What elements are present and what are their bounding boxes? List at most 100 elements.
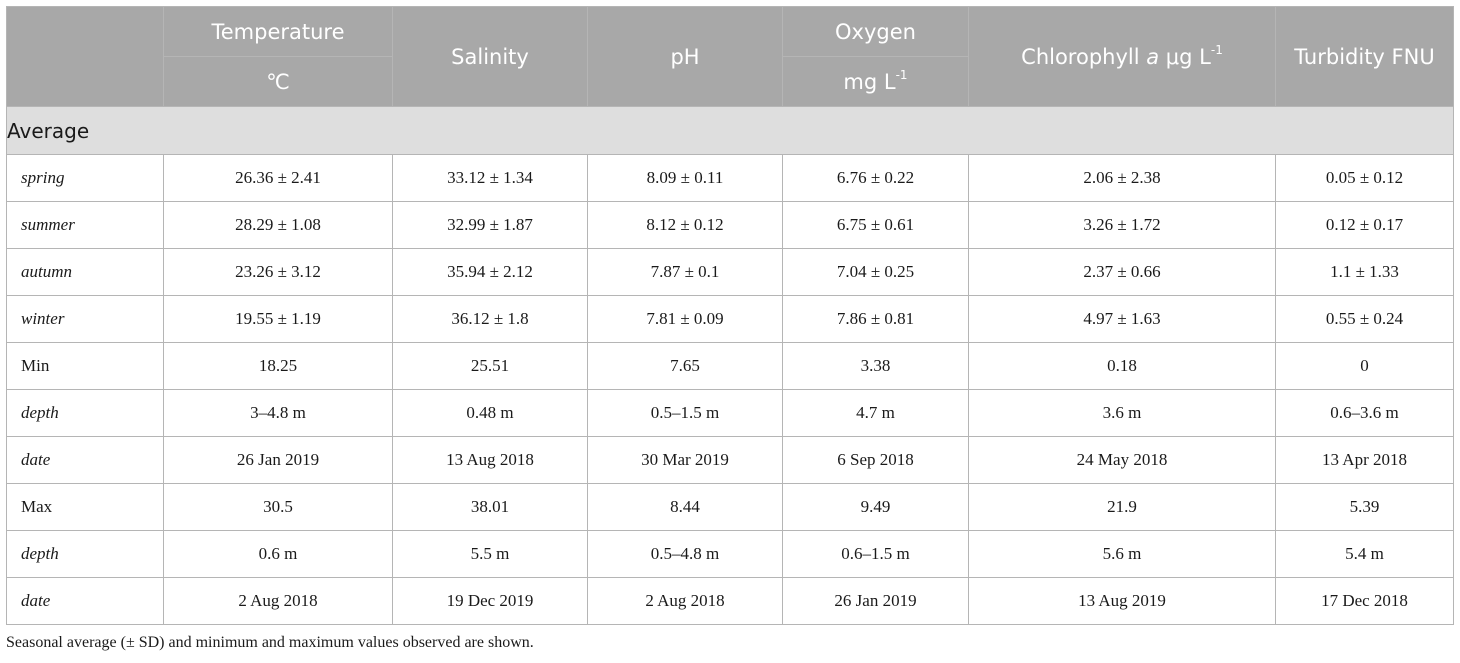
table-cell: 13 Aug 2018 [392,436,588,484]
row-label: depth [6,389,164,437]
header-salinity: Salinity [392,6,588,107]
header-oxygen: Oxygen [782,6,969,57]
table-row: date 2 Aug 2018 19 Dec 2019 2 Aug 2018 26 Ja… [6,577,1454,625]
section-average: Average [6,106,1454,155]
header-oxygen-unit: mg L-1 [782,56,969,107]
table-footnote: Seasonal average (± SD) and minimum and … [6,634,534,651]
table-cell: 23.26 ± 3.12 [163,248,393,296]
header-chlorophyll-prefix: Chlorophyll [1021,44,1147,69]
header-row-label-cell [6,6,164,107]
table-cell: 8.44 [587,483,783,531]
table-row: depth 0.6 m 5.5 m 0.5–4.8 m 0.6–1.5 m 5.6 m 5.… [6,530,1454,578]
table-cell: 9.49 [782,483,969,531]
table-cell: 2 Aug 2018 [587,577,783,625]
table-cell: 26 Jan 2019 [163,436,393,484]
table-cell: 18.25 [163,342,393,390]
row-label: summer [6,201,164,249]
table-cell: 0.12 ± 0.17 [1275,201,1454,249]
table-row: autumn 23.26 ± 3.12 35.94 ± 2.12 7.87 ± 0.1… [6,248,1454,296]
header-temperature-unit: ℃ [163,56,393,107]
table-cell: 8.09 ± 0.11 [587,154,783,202]
table-cell: 3.38 [782,342,969,390]
row-label: autumn [6,248,164,296]
table-row: Min 18.25 25.51 7.65 3.38 0.18 0 [6,342,1454,390]
table-cell: 21.9 [968,483,1276,531]
table-cell: 7.04 ± 0.25 [782,248,969,296]
header-chlorophyll: Chlorophyll a μg L-1 [968,6,1276,107]
table-cell: 3.6 m [968,389,1276,437]
table-cell: 36.12 ± 1.8 [392,295,588,343]
table-cell: 24 May 2018 [968,436,1276,484]
table-cell: 7.65 [587,342,783,390]
table-cell: 13 Apr 2018 [1275,436,1454,484]
header-ph: pH [587,6,783,107]
table-cell: 5.4 m [1275,530,1454,578]
table-cell: 0.55 ± 0.24 [1275,295,1454,343]
table-cell: 2.37 ± 0.66 [968,248,1276,296]
table-cell: 1.1 ± 1.33 [1275,248,1454,296]
table-row: depth 3–4.8 m 0.48 m 0.5–1.5 m 4.7 m 3.6 m 0.6… [6,389,1454,437]
table-body: spring 26.36 ± 2.41 33.12 ± 1.34 8.09 ± 0.1… [6,154,1454,625]
table-cell: 0.6–3.6 m [1275,389,1454,437]
table-cell: 7.81 ± 0.09 [587,295,783,343]
header-oxygen-unit-sup: -1 [895,67,908,82]
table-cell: 7.86 ± 0.81 [782,295,969,343]
table-cell: 3.26 ± 1.72 [968,201,1276,249]
header-oxygen-unit-text: mg L [843,69,896,94]
row-label: depth [6,530,164,578]
table-cell: 13 Aug 2019 [968,577,1276,625]
table-cell: 8.12 ± 0.12 [587,201,783,249]
table-cell: 0.6 m [163,530,393,578]
row-label: Max [6,483,164,531]
table-cell: 0.5–4.8 m [587,530,783,578]
header-chlorophyll-unit-sup: -1 [1210,42,1223,57]
table-cell: 28.29 ± 1.08 [163,201,393,249]
table-cell: 30 Mar 2019 [587,436,783,484]
table-cell: 25.51 [392,342,588,390]
header-chlorophyll-unit: μg L [1159,44,1211,69]
table-row: summer 28.29 ± 1.08 32.99 ± 1.87 8.12 ± 0.1… [6,201,1454,249]
table-header: Temperature Salinity pH Oxygen Chlorophy… [6,6,1454,107]
row-label: date [6,436,164,484]
table-cell: 32.99 ± 1.87 [392,201,588,249]
data-table: Temperature Salinity pH Oxygen Chlorophy… [6,6,1454,625]
table-cell: 6.76 ± 0.22 [782,154,969,202]
table-cell: 0.18 [968,342,1276,390]
table-cell: 30.5 [163,483,393,531]
table-cell: 19.55 ± 1.19 [163,295,393,343]
table-cell: 26.36 ± 2.41 [163,154,393,202]
table-cell: 0.48 m [392,389,588,437]
table-cell: 0 [1275,342,1454,390]
header-turbidity: Turbidity FNU [1275,6,1454,107]
table-cell: 0.5–1.5 m [587,389,783,437]
table-cell: 35.94 ± 2.12 [392,248,588,296]
table-cell: 2.06 ± 2.38 [968,154,1276,202]
row-label: spring [6,154,164,202]
row-label: date [6,577,164,625]
table-cell: 4.97 ± 1.63 [968,295,1276,343]
table-cell: 5.5 m [392,530,588,578]
table-cell: 0.6–1.5 m [782,530,969,578]
table-cell: 26 Jan 2019 [782,577,969,625]
table-row: date 26 Jan 2019 13 Aug 2018 30 Mar 2019 6 S… [6,436,1454,484]
row-label: winter [6,295,164,343]
table-cell: 6 Sep 2018 [782,436,969,484]
header-temperature: Temperature [163,6,393,57]
table-cell: 2 Aug 2018 [163,577,393,625]
table-cell: 6.75 ± 0.61 [782,201,969,249]
table-cell: 7.87 ± 0.1 [587,248,783,296]
table-cell: 19 Dec 2019 [392,577,588,625]
table-cell: 0.05 ± 0.12 [1275,154,1454,202]
table-row: spring 26.36 ± 2.41 33.12 ± 1.34 8.09 ± 0.1… [6,154,1454,202]
header-chlorophyll-italic: a [1146,44,1160,69]
row-label: Min [6,342,164,390]
table-cell: 17 Dec 2018 [1275,577,1454,625]
table-cell: 4.7 m [782,389,969,437]
table-cell: 5.6 m [968,530,1276,578]
table-cell: 3–4.8 m [163,389,393,437]
table-cell: 33.12 ± 1.34 [392,154,588,202]
table-row: winter 19.55 ± 1.19 36.12 ± 1.8 7.81 ± 0.09… [6,295,1454,343]
table-cell: 5.39 [1275,483,1454,531]
table-cell: 38.01 [392,483,588,531]
table-row: Max 30.5 38.01 8.44 9.49 21.9 5.39 [6,483,1454,531]
